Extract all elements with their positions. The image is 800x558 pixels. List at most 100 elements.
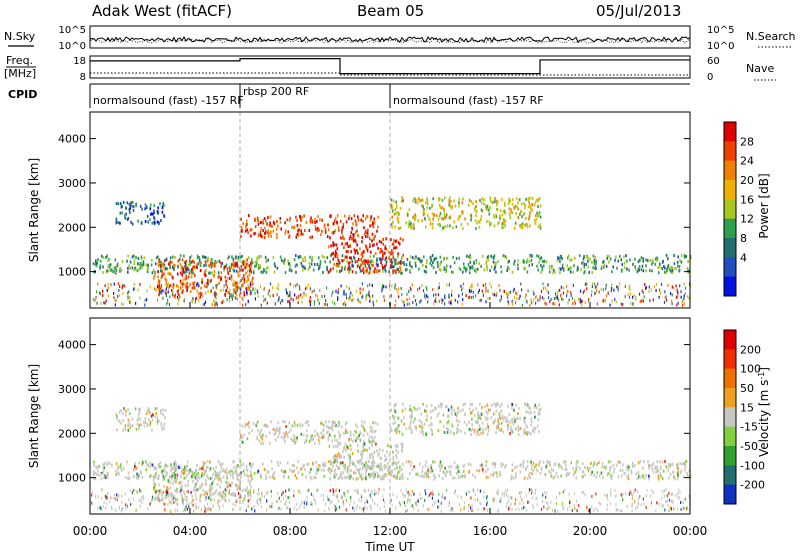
- echo-cell: [178, 303, 179, 306]
- freq-label-line2: [MHz]: [4, 67, 36, 80]
- echo-cell: [249, 493, 250, 496]
- echo-cell: [470, 218, 472, 221]
- echo-cell: [536, 218, 538, 221]
- echo-cell: [362, 462, 364, 465]
- echo-cell: [121, 501, 122, 504]
- echo-cell: [418, 509, 419, 512]
- echo-cell: [569, 267, 571, 270]
- echo-cell: [374, 493, 375, 496]
- echo-cell: [651, 464, 653, 467]
- echo-cell: [420, 475, 422, 478]
- echo-cell: [581, 304, 582, 307]
- echo-cell: [463, 262, 465, 265]
- echo-cell: [288, 431, 290, 434]
- echo-cell: [162, 470, 164, 473]
- echo-cell: [459, 503, 460, 506]
- echo-cell: [485, 285, 486, 288]
- echo-cell: [162, 409, 164, 412]
- echo-cell: [448, 415, 450, 418]
- echo-cell: [394, 213, 396, 216]
- echo-cell: [423, 289, 424, 292]
- echo-cell: [310, 220, 312, 223]
- echo-cell: [160, 409, 162, 412]
- echo-cell: [627, 468, 629, 471]
- echo-cell: [648, 478, 650, 481]
- echo-cell: [243, 291, 245, 294]
- echo-cell: [471, 296, 472, 299]
- echo-cell: [414, 257, 416, 260]
- echo-cell: [665, 488, 666, 491]
- echo-cell: [348, 454, 350, 457]
- echo-cell: [115, 470, 117, 473]
- echo-cell: [115, 299, 116, 302]
- echo-cell: [349, 261, 351, 264]
- echo-cell: [314, 300, 315, 303]
- echo-cell: [391, 470, 393, 473]
- echo-cell: [429, 218, 431, 221]
- echo-cell: [358, 258, 360, 261]
- echo-cell: [527, 271, 529, 274]
- echo-cell: [643, 460, 645, 463]
- echo-cell: [267, 302, 268, 305]
- echo-cell: [220, 289, 222, 292]
- echo-cell: [398, 471, 400, 474]
- echo-cell: [321, 436, 323, 439]
- echo-cell: [380, 507, 381, 510]
- echo-cell: [506, 269, 508, 272]
- echo-cell: [182, 282, 184, 285]
- echo-cell: [252, 288, 253, 291]
- echo-cell: [311, 263, 313, 266]
- echo-cell: [169, 494, 171, 497]
- echo-cell: [363, 250, 365, 253]
- echo-cell: [164, 508, 165, 511]
- echo-cell: [411, 431, 413, 434]
- echo-cell: [192, 480, 194, 483]
- echo-cell: [212, 303, 213, 306]
- echo-cell: [438, 405, 440, 408]
- echo-cell: [170, 469, 172, 472]
- echo-cell: [302, 424, 304, 427]
- echo-cell: [437, 287, 438, 290]
- echo-cell: [485, 204, 487, 207]
- echo-cell: [204, 303, 205, 306]
- echo-cell: [306, 502, 307, 505]
- echo-cell: [506, 505, 507, 508]
- echo-cell: [133, 498, 134, 501]
- echo-cell: [470, 286, 471, 289]
- echo-cell: [370, 255, 372, 258]
- echo-cell: [327, 495, 328, 498]
- echo-cell: [313, 476, 315, 479]
- echo-cell: [316, 220, 318, 223]
- echo-cell: [251, 477, 253, 480]
- echo-cell: [469, 269, 471, 272]
- echo-cell: [338, 291, 339, 294]
- echo-cell: [264, 269, 266, 272]
- echo-cell: [318, 468, 320, 471]
- echo-cell: [254, 288, 255, 291]
- echo-cell: [298, 255, 300, 258]
- echo-cell: [540, 216, 542, 219]
- echo-cell: [190, 469, 192, 472]
- echo-cell: [454, 261, 456, 264]
- echo-cell: [656, 257, 658, 260]
- echo-cell: [139, 488, 140, 491]
- echo-cell: [627, 293, 628, 296]
- echo-cell: [512, 203, 514, 206]
- echo-cell: [291, 439, 293, 442]
- echo-cell: [214, 499, 215, 502]
- echo-cell: [259, 433, 261, 436]
- echo-cell: [137, 423, 139, 426]
- echo-cell: [210, 272, 212, 275]
- echo-cell: [525, 410, 527, 413]
- echo-cell: [444, 268, 446, 271]
- echo-cell: [310, 287, 311, 290]
- echo-cell: [500, 500, 501, 503]
- echo-cell: [396, 462, 398, 465]
- echo-cell: [158, 498, 159, 501]
- echo-cell: [125, 428, 127, 431]
- echo-cell: [607, 257, 609, 260]
- echo-cell: [451, 409, 453, 412]
- echo-cell: [207, 260, 209, 263]
- echo-cell: [171, 289, 172, 292]
- echo-cell: [373, 243, 375, 246]
